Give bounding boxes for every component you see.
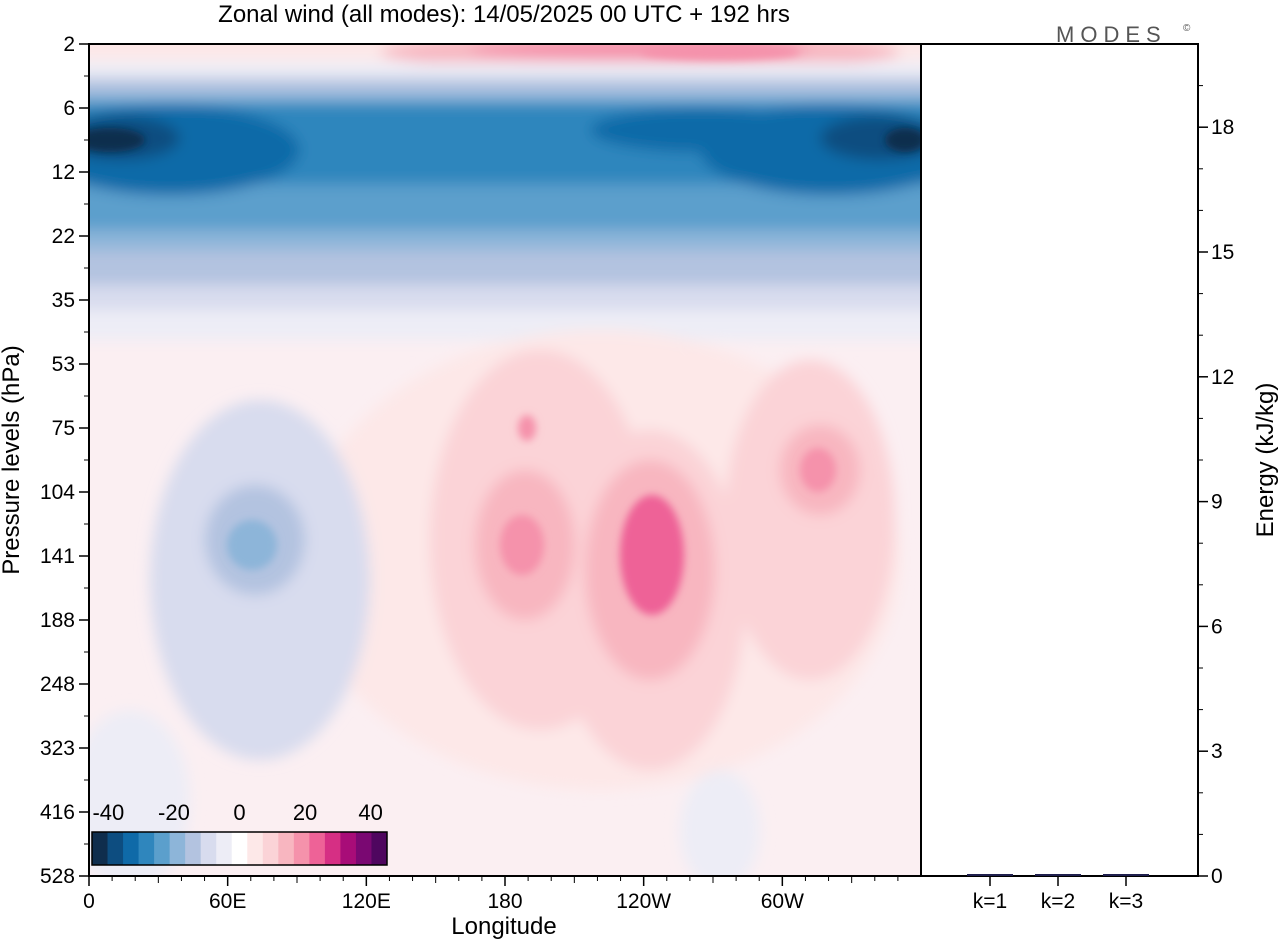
field-jet-max-west-core	[89, 128, 145, 152]
heatmap-y-tick-label: 53	[52, 353, 75, 376]
chart-title: Zonal wind (all modes): 14/05/2025 00 UT…	[218, 1, 790, 28]
colorbar-swatch	[340, 832, 357, 865]
field-upper-light	[89, 62, 921, 80]
colorbar-swatch	[262, 832, 279, 865]
heatmap-y-tick-label: 248	[40, 673, 75, 696]
copyright-mark: ©	[1183, 23, 1191, 34]
modes-logo-text: MODES	[1056, 22, 1167, 47]
energy-y-axis: 0 3 6 9 12 15 18	[1198, 85, 1234, 888]
colorbar-frame	[91, 831, 388, 866]
energy-y-tick-label: 15	[1211, 241, 1234, 264]
heatmap-field-detail	[89, 44, 921, 615]
field-westerly-north-max	[518, 415, 536, 441]
energy-bar	[1103, 874, 1149, 876]
colorbar-swatch	[154, 832, 171, 865]
energy-y-tick-label: 6	[1211, 615, 1223, 638]
field-upper-pale	[89, 78, 921, 94]
heatmap-x-tick-label: 180	[487, 890, 522, 913]
heatmap-y-tick-label: 528	[40, 865, 75, 888]
colorbar-swatch	[92, 832, 109, 865]
heatmap-y-tick-label: 75	[52, 417, 75, 440]
colorbar-label: -20	[158, 800, 190, 825]
heatmap-y-tick-label: 104	[40, 481, 75, 504]
heatmap-y-tick-label: 141	[40, 545, 75, 568]
heatmap-x-axis: 0 60E 120E 180 120W 60W	[83, 876, 899, 913]
heatmap-x-tick-label: 60W	[761, 890, 804, 913]
heatmap-y-tick-label: 12	[52, 161, 75, 184]
heatmap-y-axis-label: Pressure levels (hPa)	[0, 345, 25, 574]
heatmap-x-tick-label: 120W	[616, 890, 671, 913]
colorbar-swatch	[278, 832, 295, 865]
colorbar-swatch	[324, 832, 341, 865]
heatmap-y-tick-label: 416	[40, 801, 75, 824]
heatmap-field	[89, 44, 921, 876]
heatmap-plot	[89, 44, 921, 876]
colorbar-swatch	[247, 832, 264, 865]
energy-bar	[967, 874, 1013, 876]
colorbar-label: 40	[358, 800, 382, 825]
colorbar: -40 -20 0 20 40	[91, 800, 388, 866]
colorbar-swatch	[371, 832, 388, 865]
colorbar-label: 20	[293, 800, 317, 825]
energy-x-tick-label: k=1	[973, 890, 1007, 913]
energy-frame	[920, 43, 1199, 877]
heatmap-y-axis: 2 6 12 22 35 53 75 104 141 188 248 323 416 528	[40, 33, 89, 888]
field-jet-max-east-core	[885, 128, 921, 152]
colorbar-label: 0	[233, 800, 245, 825]
heatmap-y-tick-label: 35	[52, 289, 75, 312]
colorbar-swatch	[200, 832, 217, 865]
energy-bar	[1035, 874, 1081, 876]
colorbar-swatch	[185, 832, 202, 865]
energy-y-tick-label: 0	[1211, 865, 1223, 888]
energy-y-tick-label: 18	[1211, 116, 1234, 139]
field-easterly-max	[227, 520, 277, 570]
colorbar-swatch	[216, 832, 233, 865]
energy-y-tick-label: 3	[1211, 740, 1223, 763]
energy-x-axis: k=1 k=2 k=3	[973, 876, 1143, 913]
energy-x-tick-label: k=3	[1109, 890, 1143, 913]
field-westerly-east-lobe	[725, 360, 895, 680]
colorbar-label: -40	[92, 800, 124, 825]
heatmap-x-tick-label: 120E	[342, 890, 391, 913]
colorbar-swatch	[123, 832, 140, 865]
field-jet-lower-lightest	[89, 310, 921, 340]
field-jet-lower-pale	[89, 250, 921, 290]
heatmap-y-tick-label: 323	[40, 737, 75, 760]
energy-y-tick-label: 9	[1211, 491, 1223, 514]
colorbar-swatch	[169, 832, 186, 865]
colorbar-swatch	[293, 832, 310, 865]
colorbar-swatch	[355, 832, 372, 865]
heatmap-y-tick-label: 22	[52, 225, 75, 248]
colorbar-swatch	[107, 832, 124, 865]
field-jet-core-mid	[590, 108, 810, 152]
field-westerly-west-max	[500, 515, 544, 575]
colorbar-swatch	[309, 832, 326, 865]
heatmap-x-tick-label: 60E	[209, 890, 246, 913]
heatmap-y-tick-label: 2	[63, 33, 75, 56]
field-westerly-main-max	[620, 495, 684, 615]
colorbar-swatch	[138, 832, 155, 865]
heatmap-y-tick-label: 188	[40, 609, 75, 632]
field-easterly-southeast	[680, 770, 760, 876]
field-top-westerly-max	[640, 44, 800, 60]
energy-x-tick-label: k=2	[1041, 890, 1075, 913]
energy-bars	[967, 874, 1149, 876]
heatmap-x-tick-label: 0	[83, 890, 95, 913]
heatmap-x-axis-label: Longitude	[451, 913, 556, 940]
colorbar-swatch	[231, 832, 248, 865]
heatmap-y-tick-label: 6	[63, 97, 75, 120]
energy-y-tick-label: 12	[1211, 366, 1234, 389]
field-westerly-east-max	[800, 448, 836, 492]
energy-y-axis-label: Energy (kJ/kg)	[1252, 383, 1279, 538]
